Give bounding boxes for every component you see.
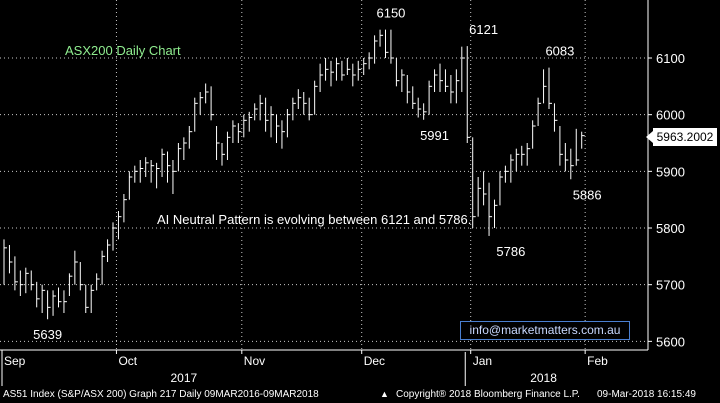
bars-layer bbox=[3, 29, 585, 320]
last-price-arrow bbox=[646, 131, 653, 143]
y-tick-label: 5800 bbox=[656, 221, 685, 236]
footer-timestamp: 09-Mar-2018 16:15:49 bbox=[597, 389, 696, 400]
x-tick-label: Nov bbox=[244, 354, 265, 368]
footer-copyright: Copyright® 2018 Bloomberg Finance L.P. bbox=[396, 389, 580, 400]
labels-layer: 6100 6000 5900 5800 5700 5600 Sep Oct Nov Dec Jan F… bbox=[4, 6, 685, 385]
x-tick-label: Sep bbox=[4, 354, 26, 368]
x-tick-label: Feb bbox=[587, 354, 608, 368]
pattern-annotation: AI Neutral Pattern is evolving between 6… bbox=[157, 212, 471, 227]
x-tick-label: Dec bbox=[364, 354, 385, 368]
footer-index-info: AS51 Index (S&P/ASX 200) Graph 217 Daily… bbox=[3, 389, 319, 400]
y-tick-label: 6000 bbox=[656, 108, 685, 123]
chart-title: ASX200 Daily Chart bbox=[65, 43, 181, 58]
pivot-label: 6121 bbox=[469, 22, 498, 37]
pivot-label: 5639 bbox=[33, 327, 62, 342]
pivot-label: 6083 bbox=[545, 44, 574, 59]
pivot-label: 5886 bbox=[573, 187, 602, 202]
x-year-label: 2018 bbox=[530, 371, 557, 385]
footer-bar: AS51 Index (S&P/ASX 200) Graph 217 Daily… bbox=[0, 386, 720, 403]
grid-layer bbox=[0, 0, 652, 386]
x-year-label: 2017 bbox=[170, 371, 197, 385]
y-tick-label: 5600 bbox=[656, 334, 685, 349]
y-tick-label: 5900 bbox=[656, 164, 685, 179]
email-link[interactable]: info@marketmatters.com.au bbox=[460, 321, 630, 340]
y-tick-label: 5700 bbox=[656, 278, 685, 293]
pivot-label: 5991 bbox=[420, 128, 449, 143]
last-price-label: 5963.2002 bbox=[653, 128, 717, 146]
y-tick-label: 6100 bbox=[656, 51, 685, 66]
pivot-label: 6150 bbox=[376, 6, 405, 21]
x-tick-label: Oct bbox=[118, 354, 137, 368]
footer-marker-icon: ▲ bbox=[380, 389, 389, 399]
x-tick-label: Jan bbox=[473, 354, 492, 368]
pivot-label: 5786 bbox=[496, 244, 525, 259]
